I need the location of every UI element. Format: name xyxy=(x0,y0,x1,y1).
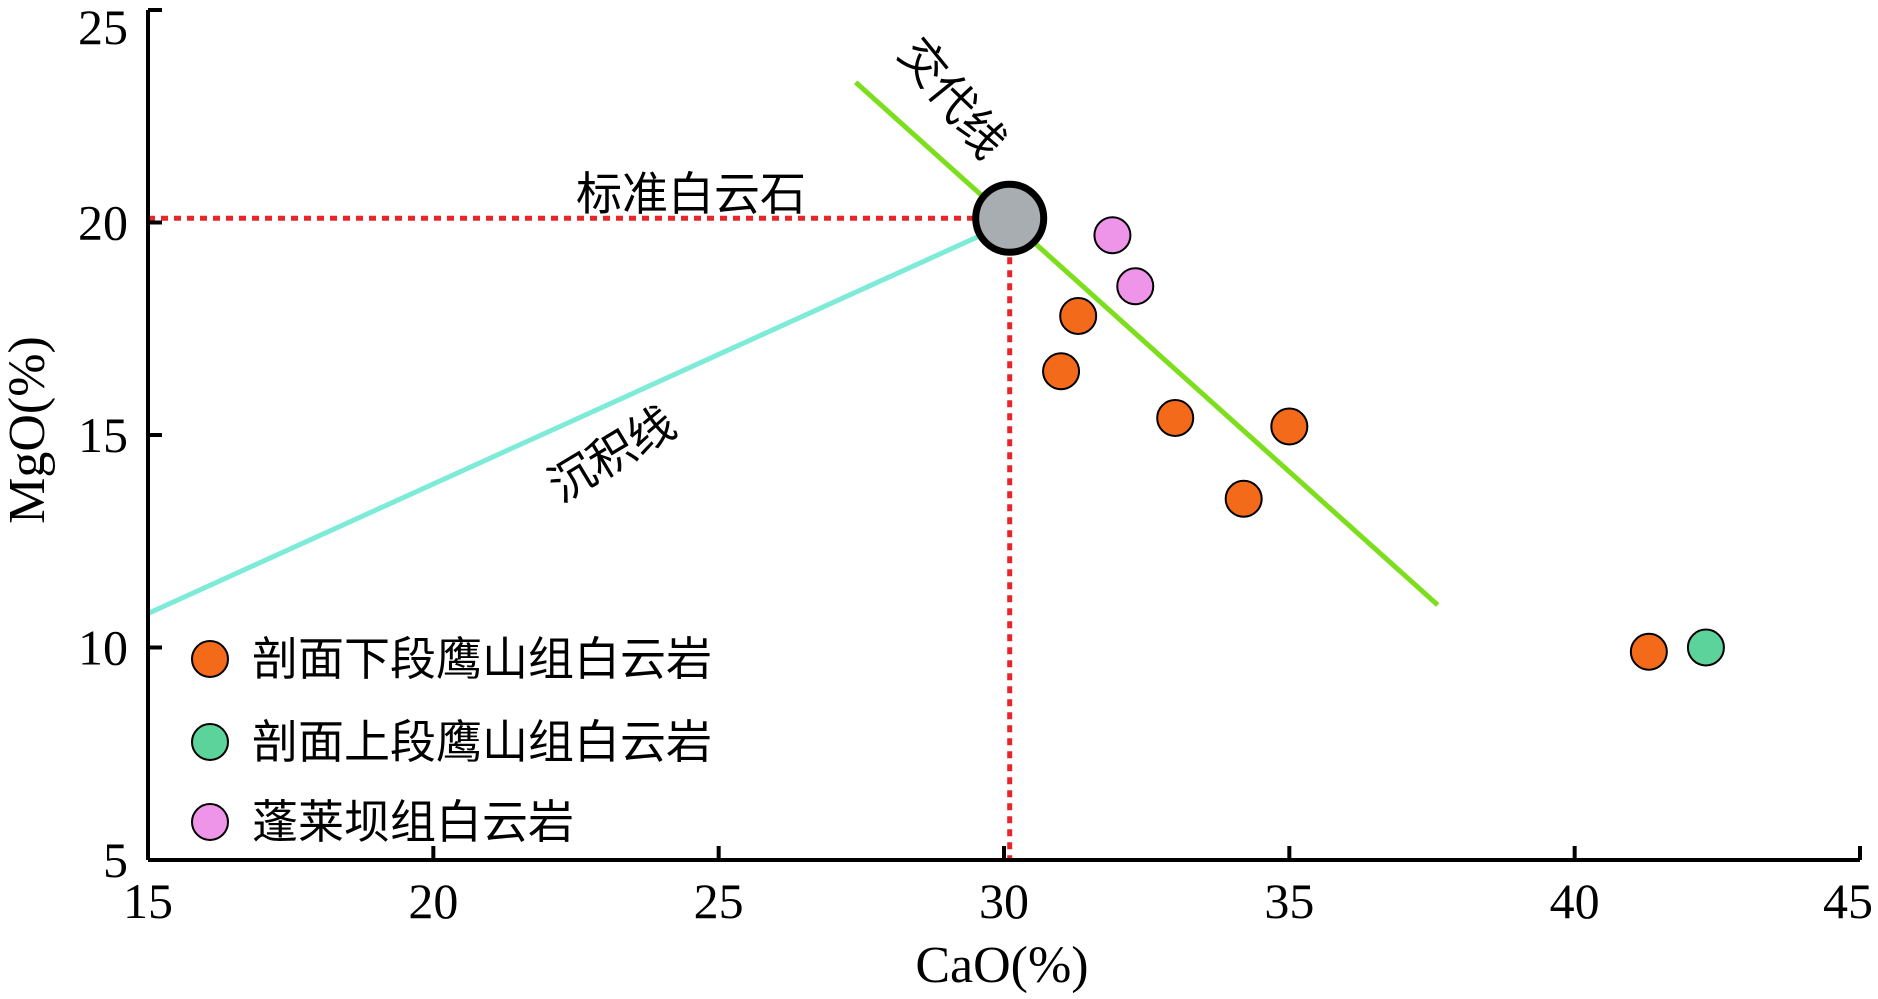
legend-marker-lower-yingshan xyxy=(191,640,229,678)
data-point-orange xyxy=(1224,479,1263,518)
data-points xyxy=(1042,216,1725,671)
y-axis-label: MgO(%) xyxy=(0,336,56,524)
x-tick-label: 45 xyxy=(1823,873,1873,929)
y-tick-label: 5 xyxy=(103,832,128,888)
sedimentary-line-label: 沉积线 xyxy=(539,396,685,513)
data-point-pink xyxy=(1093,216,1132,255)
legend-marker-upper-yingshan xyxy=(191,723,229,761)
x-tick-label: 25 xyxy=(694,873,744,929)
legend-label-lower-yingshan: 剖面下段鹰山组白云岩 xyxy=(252,632,712,686)
data-point-orange xyxy=(1042,352,1081,391)
y-tick-label: 10 xyxy=(78,620,128,676)
legend-label-upper-yingshan: 剖面上段鹰山组白云岩 xyxy=(252,715,712,769)
data-point-green xyxy=(1686,628,1725,667)
legend: 剖面下段鹰山组白云岩 剖面上段鹰山组白云岩 蓬莱坝组白云岩 xyxy=(191,632,712,849)
y-tick-label: 20 xyxy=(78,195,128,251)
data-point-orange xyxy=(1156,399,1195,437)
data-point-pink xyxy=(1116,267,1155,306)
data-point-orange xyxy=(1270,407,1309,446)
legend-label-penglaiba: 蓬莱坝组白云岩 xyxy=(252,795,574,849)
y-tick-label: 25 xyxy=(78,0,128,55)
x-tick-label: 40 xyxy=(1550,873,1600,929)
x-axis-label: CaO(%) xyxy=(915,937,1088,994)
x-tick-label: 30 xyxy=(979,873,1029,929)
standard-dolomite-label: 标准白云石 xyxy=(576,167,806,221)
x-tick-label: 35 xyxy=(1264,873,1314,929)
replacement-line xyxy=(853,80,1440,607)
data-point-orange xyxy=(1629,632,1668,671)
x-tick-label: 20 xyxy=(408,873,458,929)
y-tick-label: 15 xyxy=(78,407,128,463)
data-point-orange xyxy=(1059,297,1098,335)
x-axis-ticks: 15 20 25 30 35 40 45 xyxy=(123,846,1873,929)
replacement-line-label: 交代线 xyxy=(888,27,1017,168)
standard-dolomite-point xyxy=(972,180,1048,256)
y-axis-ticks: 5 10 15 20 25 xyxy=(78,0,162,888)
legend-marker-penglaiba xyxy=(191,803,229,841)
sedimentary-line xyxy=(146,232,983,616)
x-tick-label: 15 xyxy=(123,873,173,929)
